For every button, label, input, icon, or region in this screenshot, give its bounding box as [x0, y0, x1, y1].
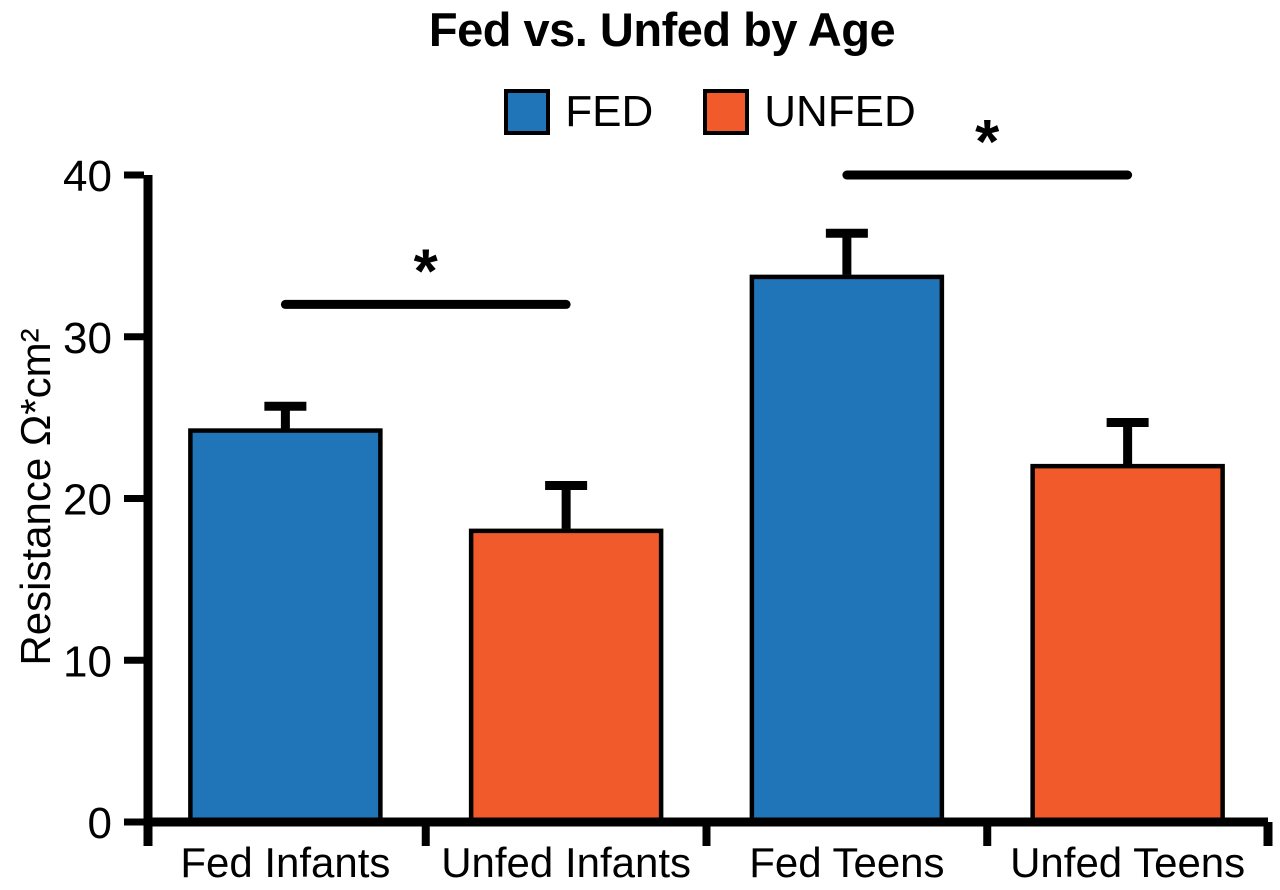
chart-title: Fed vs. Unfed by Age [428, 3, 896, 56]
legend-item-unfed: UNFED [703, 87, 916, 137]
x-category-label-unfed-infants: Unfed Infants [441, 839, 691, 886]
significance-asterisk-fed-teens-unfed-teens: * [975, 108, 1000, 177]
y-tick-label-30: 30 [63, 314, 112, 363]
unfed-color-swatch [703, 89, 750, 135]
bar-unfed-teens [1030, 463, 1225, 825]
legend: FED UNFED [70, 87, 1280, 137]
significance-asterisk-fed-infants-unfed-infants: * [414, 237, 439, 306]
bar-fed-infants [188, 428, 383, 825]
legend-label-unfed: UNFED [764, 87, 916, 136]
bar-fed-teens [749, 274, 945, 825]
fed-color-swatch [504, 89, 551, 135]
x-category-label-fed-teens: Fed Teens [749, 839, 944, 886]
y-tick-label-0: 0 [88, 799, 112, 848]
legend-label-fed: FED [565, 87, 654, 136]
y-tick-label-40: 40 [63, 152, 112, 201]
y-tick-label-10: 10 [63, 637, 112, 686]
x-category-label-unfed-teens: Unfed Teens [1010, 839, 1245, 886]
x-category-label-fed-infants: Fed Infants [180, 839, 390, 886]
legend-item-fed: FED [504, 87, 653, 137]
y-tick-label-20: 20 [63, 476, 112, 525]
bar-unfed-infants [468, 528, 664, 825]
